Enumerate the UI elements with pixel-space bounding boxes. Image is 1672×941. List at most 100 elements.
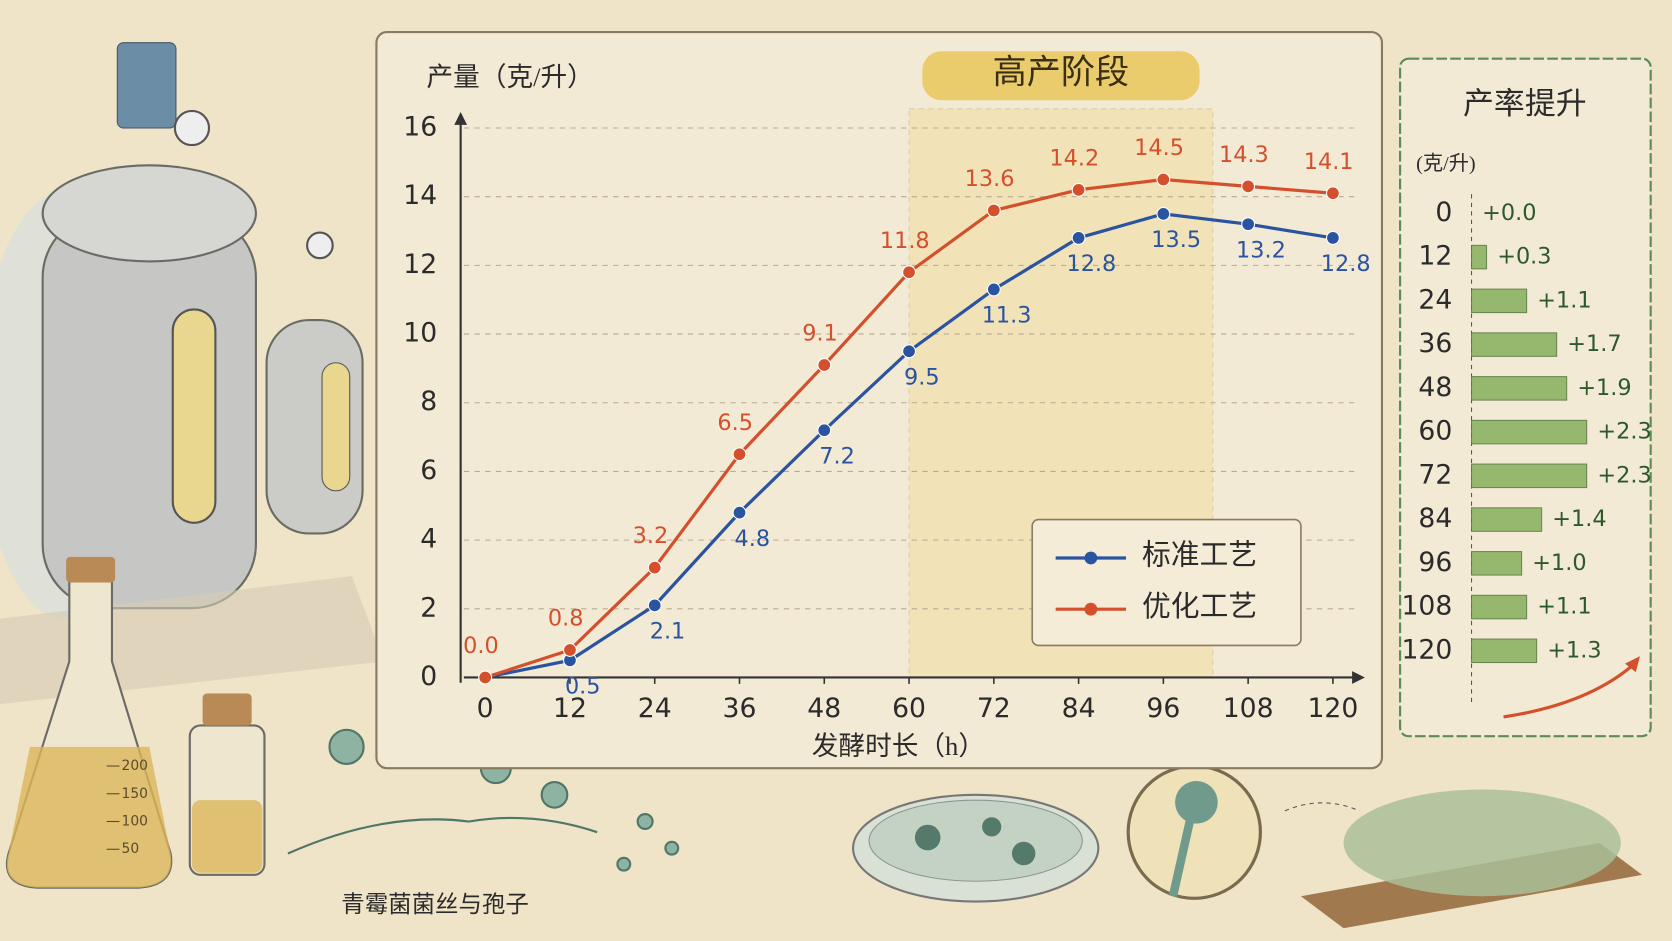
illustration-petri: [851, 793, 1100, 903]
legend-marker: [1084, 551, 1098, 565]
legend-marker: [1084, 602, 1098, 616]
data-label: 3.2: [633, 523, 669, 549]
data-point: [817, 358, 832, 372]
x-tick-label: 36: [723, 693, 757, 724]
data-point: [902, 265, 916, 280]
data-label: 14.2: [1049, 145, 1099, 171]
category-label: 120: [1401, 634, 1452, 665]
category-label: 0: [1435, 197, 1452, 228]
y-tick-label: 6: [420, 455, 437, 486]
data-point: [478, 670, 493, 685]
flask-mark: 100: [122, 814, 148, 830]
data-label: 14.5: [1134, 135, 1184, 161]
bar-value-label: +0.3: [1497, 244, 1551, 270]
data-label: 6.5: [717, 410, 753, 436]
category-label: 36: [1418, 328, 1452, 359]
bar-value-label: +1.7: [1567, 331, 1621, 357]
bar-value-label: +1.1: [1537, 287, 1591, 313]
x-tick-label: 72: [977, 693, 1011, 724]
legend-label: 标准工艺: [1142, 540, 1257, 572]
data-point: [1156, 172, 1171, 187]
data-label: 2.1: [650, 619, 686, 645]
x-tick-label: 60: [892, 693, 926, 724]
bar: [1470, 288, 1528, 314]
x-tick-label: 24: [638, 693, 672, 724]
data-point: [647, 598, 662, 613]
x-tick-label: 48: [807, 693, 841, 724]
x-tick-label: 96: [1146, 693, 1180, 724]
data-label: 12.8: [1066, 251, 1116, 277]
x-axis-title: 发酵时长（h）: [812, 731, 985, 761]
data-point: [732, 447, 747, 462]
bar: [1470, 551, 1523, 576]
bar: [1470, 419, 1588, 445]
data-label: 11.3: [982, 303, 1032, 329]
panel-unit: (克/升): [1416, 152, 1476, 175]
data-label: 0.0: [463, 633, 499, 659]
bar-chart: 产率提升 (克/升) 0 +0.0 12 +0.3 24 +1.1 36 +1.7 48 +1.9 60…: [1401, 86, 1652, 707]
data-point: [817, 423, 832, 438]
data-label: 11.8: [880, 228, 930, 254]
data-label: 0.5: [565, 673, 601, 699]
x-tick-label: 108: [1223, 693, 1274, 724]
bar: [1470, 332, 1558, 357]
x-tick-label: 120: [1307, 693, 1358, 724]
bar: [1470, 638, 1538, 664]
illustration-flask: [6, 556, 266, 889]
data-label: 7.2: [819, 443, 855, 469]
y-tick-label: 12: [403, 249, 437, 280]
data-point: [1325, 186, 1340, 201]
y-tick-label: 16: [403, 112, 437, 143]
x-axis-arrow: [1352, 671, 1365, 684]
y-tick-label: 2: [420, 592, 437, 623]
data-label: 12.8: [1321, 251, 1371, 277]
bar-value-label: +1.9: [1577, 375, 1631, 401]
y-tick-label: 4: [420, 524, 437, 555]
bar-value-label: +1.3: [1547, 637, 1601, 663]
panel-title: 产率提升: [1463, 86, 1587, 121]
data-label: 14.3: [1219, 142, 1269, 168]
bar-value-label: +2.3: [1597, 419, 1651, 445]
bar: [1470, 244, 1488, 270]
bar-value-label: +1.0: [1532, 550, 1586, 576]
data-label: 13.2: [1236, 237, 1286, 263]
data-point: [1241, 179, 1256, 194]
y-tick-label: 8: [420, 386, 437, 417]
y-tick-label: 0: [420, 661, 437, 692]
data-label: 4.8: [735, 526, 771, 552]
x-tick-label: 12: [553, 693, 587, 724]
bar: [1470, 594, 1528, 620]
flask-mark: 150: [122, 786, 148, 802]
trend-arrow: [1503, 662, 1636, 719]
y-axis-arrow: [454, 112, 468, 125]
flask-mark: 200: [122, 758, 148, 774]
bar-value-label: +1.4: [1552, 506, 1606, 532]
y-tick-label: 14: [403, 180, 437, 211]
highlight-label: 高产阶段: [993, 54, 1129, 92]
data-label: 13.6: [965, 166, 1015, 192]
data-point: [902, 344, 916, 359]
data-point: [1156, 206, 1171, 221]
illustration-colony: [1300, 789, 1643, 929]
category-label: 48: [1418, 372, 1452, 403]
data-point: [647, 560, 662, 575]
legend-box: [1031, 518, 1302, 647]
y-axis-title: 产量（克/升）: [427, 62, 594, 92]
category-label: 108: [1401, 591, 1452, 622]
highlight-badge: [922, 51, 1200, 101]
data-point: [986, 282, 1001, 297]
category-label: 72: [1418, 459, 1452, 490]
y-tick-label: 10: [403, 318, 437, 349]
data-label: 9.5: [904, 364, 940, 390]
data-label: 9.1: [802, 321, 838, 347]
category-label: 12: [1418, 241, 1452, 272]
trend-arrow-head: [1625, 656, 1641, 673]
illustration-tanks: [0, 42, 384, 705]
flask-scale: 200 150 100 50: [106, 758, 148, 857]
data-point: [1325, 230, 1340, 245]
data-point: [732, 505, 747, 520]
category-label: 60: [1418, 416, 1452, 447]
data-point: [1071, 182, 1086, 197]
x-tick-label: 84: [1062, 693, 1096, 724]
